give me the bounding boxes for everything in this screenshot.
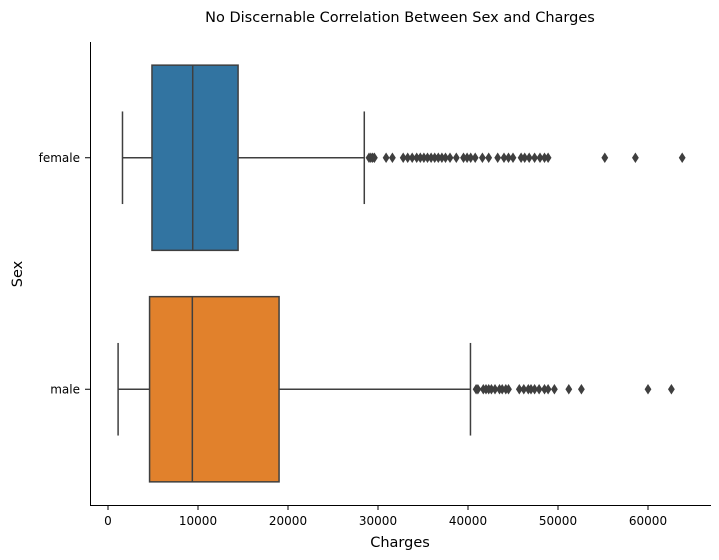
- outlier-point: [644, 384, 652, 395]
- y-tick-label-male: male: [50, 382, 80, 396]
- outlier-point: [494, 152, 502, 163]
- outlier-point: [531, 384, 539, 395]
- x-tick-label: 40000: [449, 514, 487, 528]
- outlier-point: [521, 152, 529, 163]
- outlier-point: [505, 152, 512, 163]
- x-tick-label: 60000: [629, 514, 667, 528]
- outlier-point: [509, 152, 517, 163]
- x-tick-label: 20000: [269, 514, 307, 528]
- outlier-point: [577, 384, 585, 395]
- outlier-point: [667, 384, 675, 395]
- outlier-point: [474, 384, 482, 395]
- y-axis-ticks: female male: [39, 151, 90, 396]
- x-axis-ticks: 0 10000 20000 30000 40000 50000 60000: [104, 505, 667, 528]
- outlier-point: [631, 152, 639, 163]
- x-tick-label: 10000: [179, 514, 217, 528]
- outlier-point: [544, 384, 552, 395]
- outlier-point: [525, 152, 533, 163]
- iqr-box: [148, 295, 280, 483]
- outlier-point: [408, 152, 416, 163]
- chart-title: No Discernable Correlation Between Sex a…: [205, 10, 595, 26]
- y-tick-label-female: female: [39, 151, 80, 165]
- x-axis-label: Charges: [370, 535, 430, 551]
- outlier-point: [478, 152, 486, 163]
- outlier-point: [544, 152, 552, 163]
- y-axis-label: Sex: [10, 260, 26, 287]
- outlier-point: [442, 152, 449, 163]
- outlier-point: [467, 152, 475, 163]
- outlier-point: [601, 152, 609, 163]
- plot-area: [117, 64, 686, 483]
- outlier-point: [535, 384, 543, 395]
- outlier-point: [452, 152, 460, 163]
- outlier-point: [520, 384, 528, 395]
- axes-spines: [90, 42, 711, 506]
- outlier-point: [550, 384, 558, 395]
- box-male: [117, 295, 675, 483]
- outlier-point: [382, 152, 390, 163]
- outlier-point: [404, 152, 412, 163]
- outlier-point: [446, 152, 454, 163]
- outlier-point: [388, 152, 396, 163]
- outlier-point: [471, 152, 479, 163]
- outlier-point: [536, 152, 544, 163]
- outlier-point: [485, 152, 493, 163]
- outlier-point: [515, 384, 523, 395]
- outlier-point: [505, 384, 512, 395]
- outlier-point: [491, 384, 499, 395]
- outlier-point: [399, 152, 407, 163]
- outlier-point: [565, 384, 573, 395]
- outlier-point: [531, 152, 539, 163]
- outlier-point: [500, 152, 508, 163]
- outlier-point: [678, 152, 686, 163]
- x-tick-label: 0: [104, 514, 112, 528]
- iqr-box: [151, 64, 239, 252]
- box-female: [121, 64, 686, 252]
- outlier-point: [370, 152, 378, 163]
- x-tick-label: 30000: [359, 514, 397, 528]
- x-tick-label: 50000: [539, 514, 577, 528]
